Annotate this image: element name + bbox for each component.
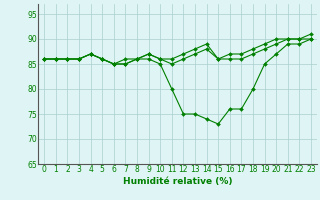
X-axis label: Humidité relative (%): Humidité relative (%): [123, 177, 232, 186]
